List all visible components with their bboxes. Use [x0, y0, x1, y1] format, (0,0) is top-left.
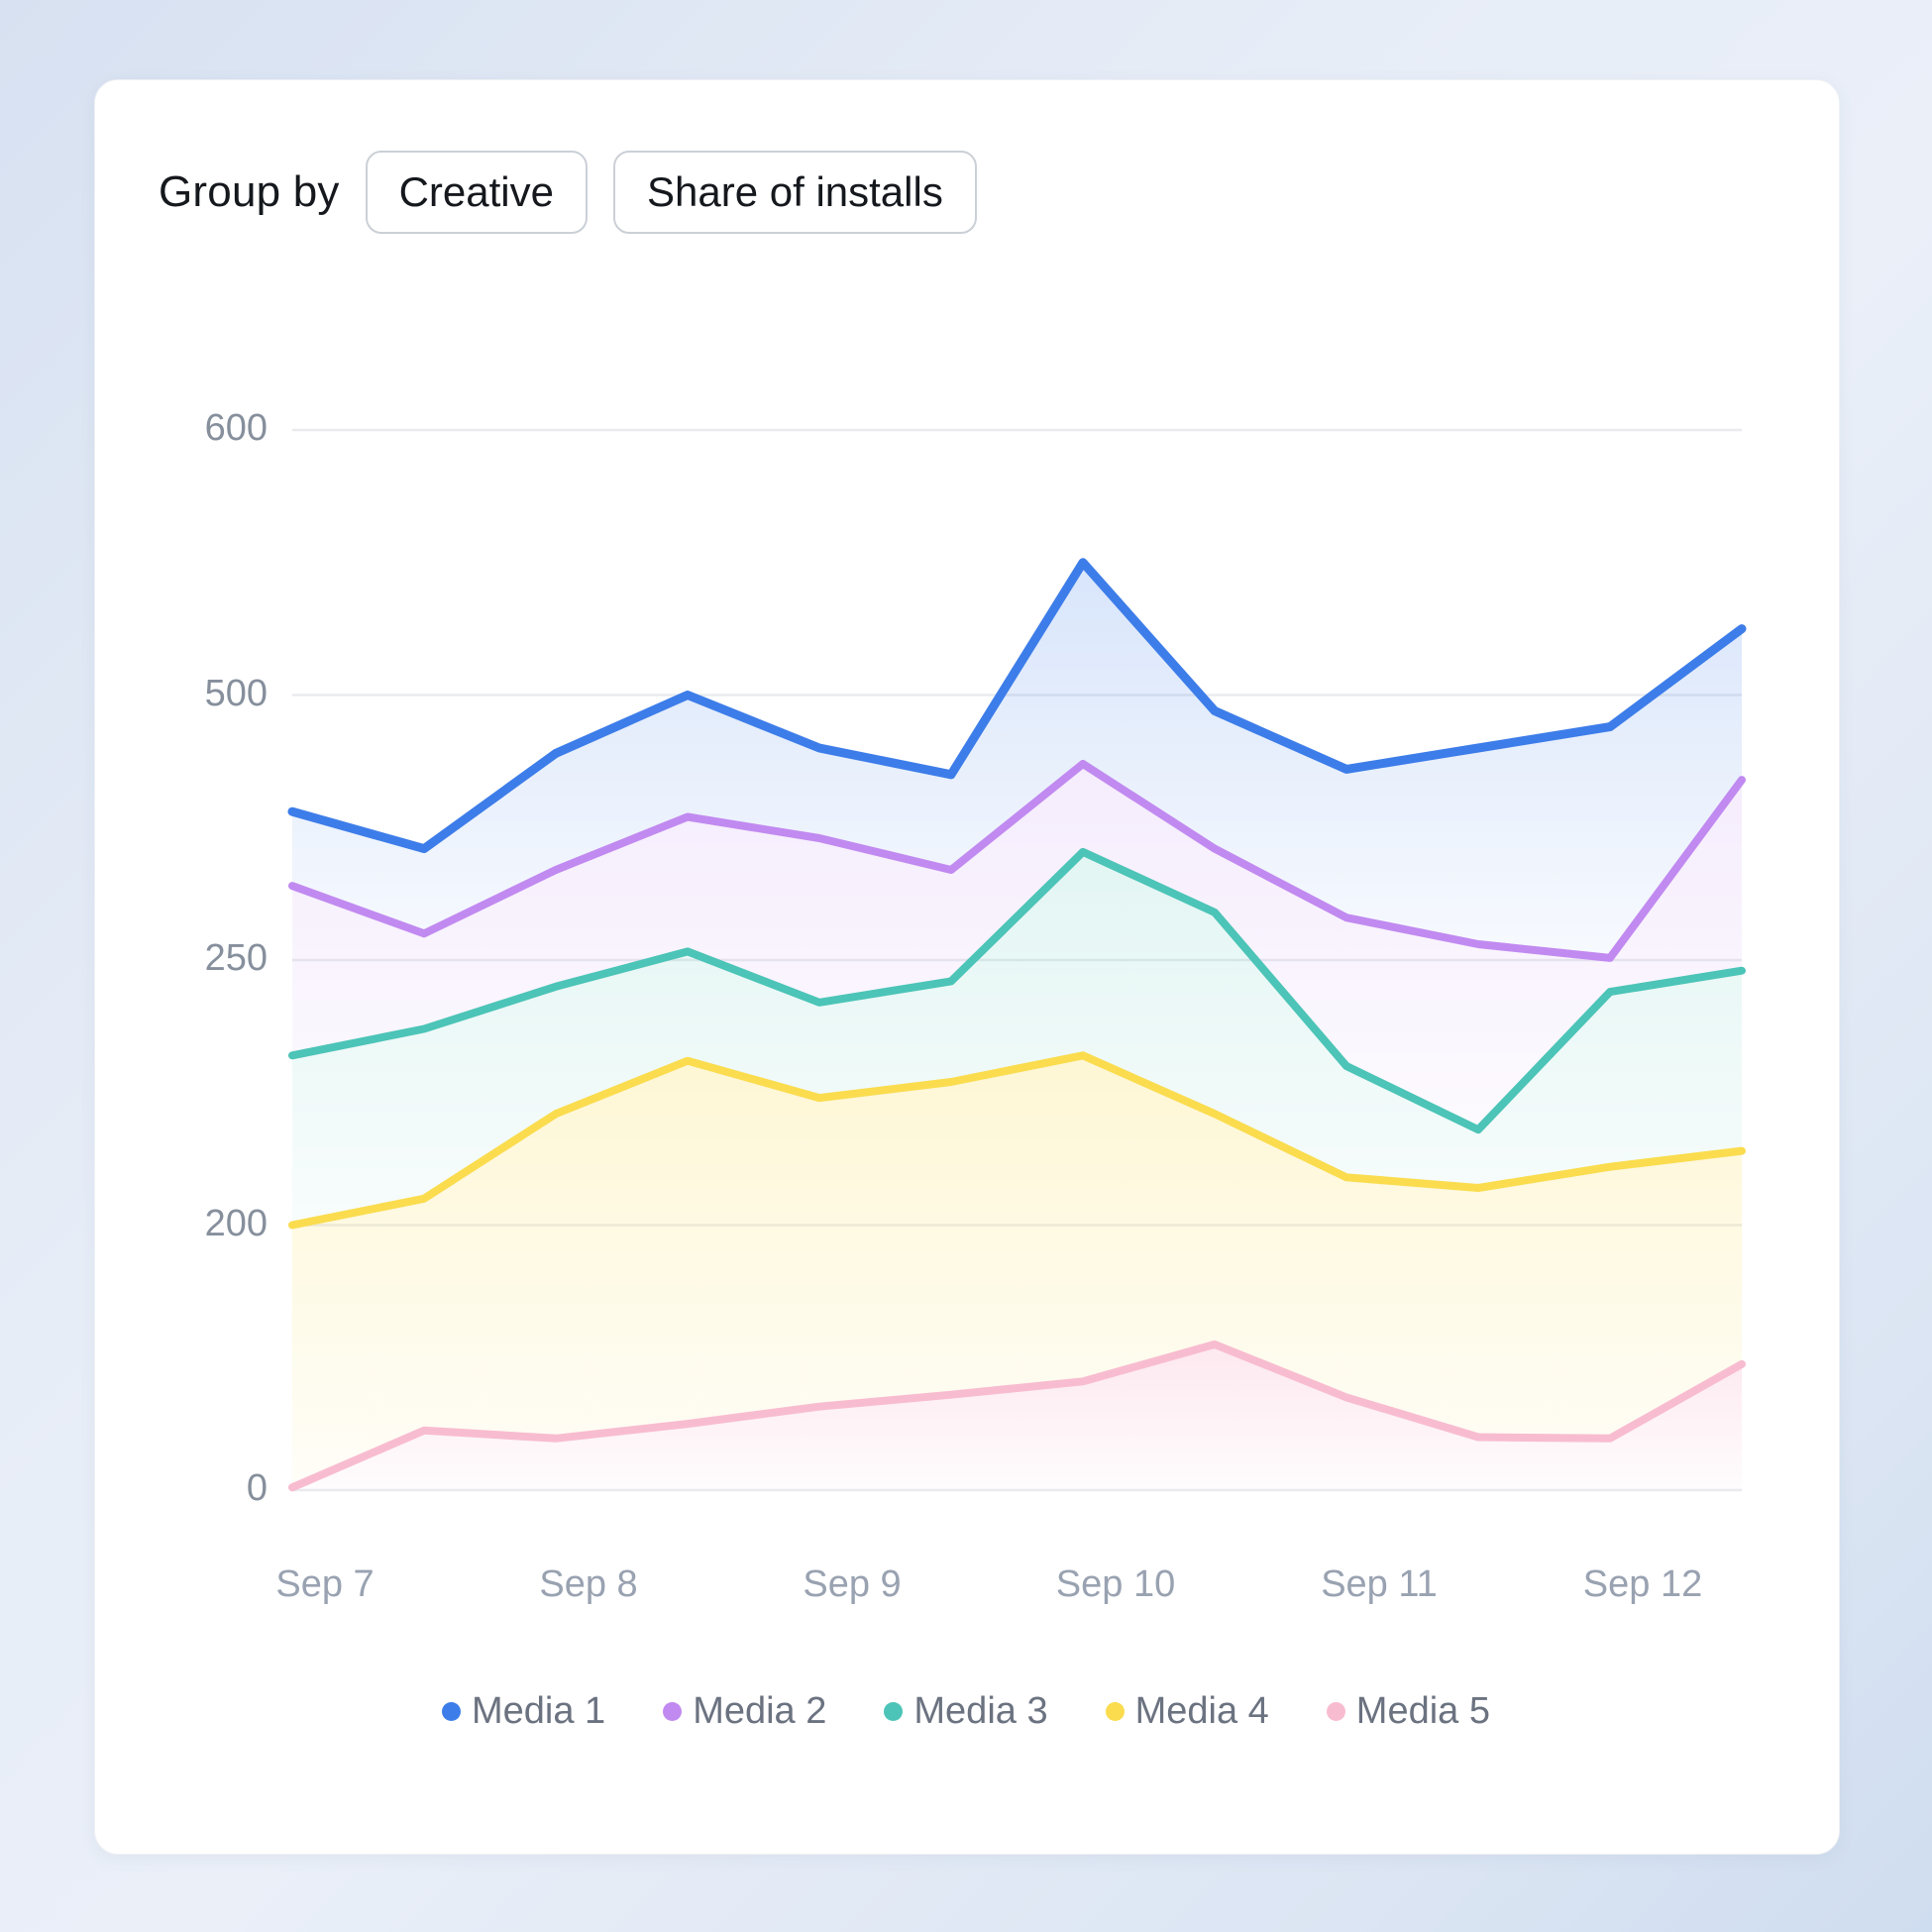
x-tick-label: Sep 9: [803, 1563, 902, 1605]
y-tick-label: 500: [204, 672, 268, 714]
area-band-media-2: [292, 764, 1742, 1130]
legend-dot-icon: [1326, 1702, 1345, 1721]
group-by-creative-button[interactable]: Creative: [365, 151, 588, 235]
legend-label: Media 1: [471, 1690, 606, 1732]
y-tick-label: 0: [246, 1466, 268, 1509]
legend-item-media-4[interactable]: Media 4: [1105, 1690, 1269, 1733]
legend-label: Media 2: [693, 1690, 827, 1732]
x-tick-label: Sep 12: [1582, 1563, 1703, 1605]
x-tick-label: Sep 11: [1321, 1563, 1438, 1605]
series-line-media-4: [288, 1051, 1746, 1230]
x-tick-label: Sep 10: [1055, 1563, 1176, 1605]
legend-dot-icon: [884, 1702, 904, 1721]
y-tick-label: 200: [204, 1202, 268, 1244]
series-line-media-2: [288, 760, 1746, 962]
series-line-media-3: [288, 847, 1746, 1134]
series-line-media-1: [287, 558, 1747, 854]
legend-label: Media 4: [1134, 1690, 1269, 1732]
legend-dot-icon: [1105, 1702, 1125, 1721]
area-band-media-3: [292, 851, 1742, 1226]
legend-label: Media 3: [913, 1690, 1048, 1732]
legend-dot-icon: [663, 1702, 683, 1721]
chart-header: Group by Creative Share of installs: [159, 151, 977, 235]
legend-dot-icon: [441, 1702, 461, 1721]
group-by-label: Group by: [159, 167, 340, 217]
legend-label: Media 5: [1355, 1690, 1490, 1732]
x-tick-label: Sep 8: [539, 1563, 638, 1605]
series-line-media-5: [288, 1340, 1746, 1492]
x-tick-label: Sep 7: [275, 1563, 375, 1605]
legend-item-media-5[interactable]: Media 5: [1326, 1690, 1490, 1733]
area-band-media-5: [292, 1343, 1742, 1490]
area-band-media-4: [292, 1055, 1742, 1488]
y-tick-label: 250: [204, 936, 268, 979]
area-band-media-1: [292, 562, 1742, 958]
legend-item-media-2[interactable]: Media 2: [663, 1690, 826, 1733]
metric-share-of-installs-button[interactable]: Share of installs: [613, 151, 977, 235]
legend-item-media-1[interactable]: Media 1: [441, 1690, 606, 1733]
legend-item-media-3[interactable]: Media 3: [884, 1690, 1048, 1733]
chart-legend: Media 1 Media 2 Media 3 Media 4 Media 5: [94, 1690, 1838, 1733]
y-tick-label: 600: [204, 406, 268, 449]
